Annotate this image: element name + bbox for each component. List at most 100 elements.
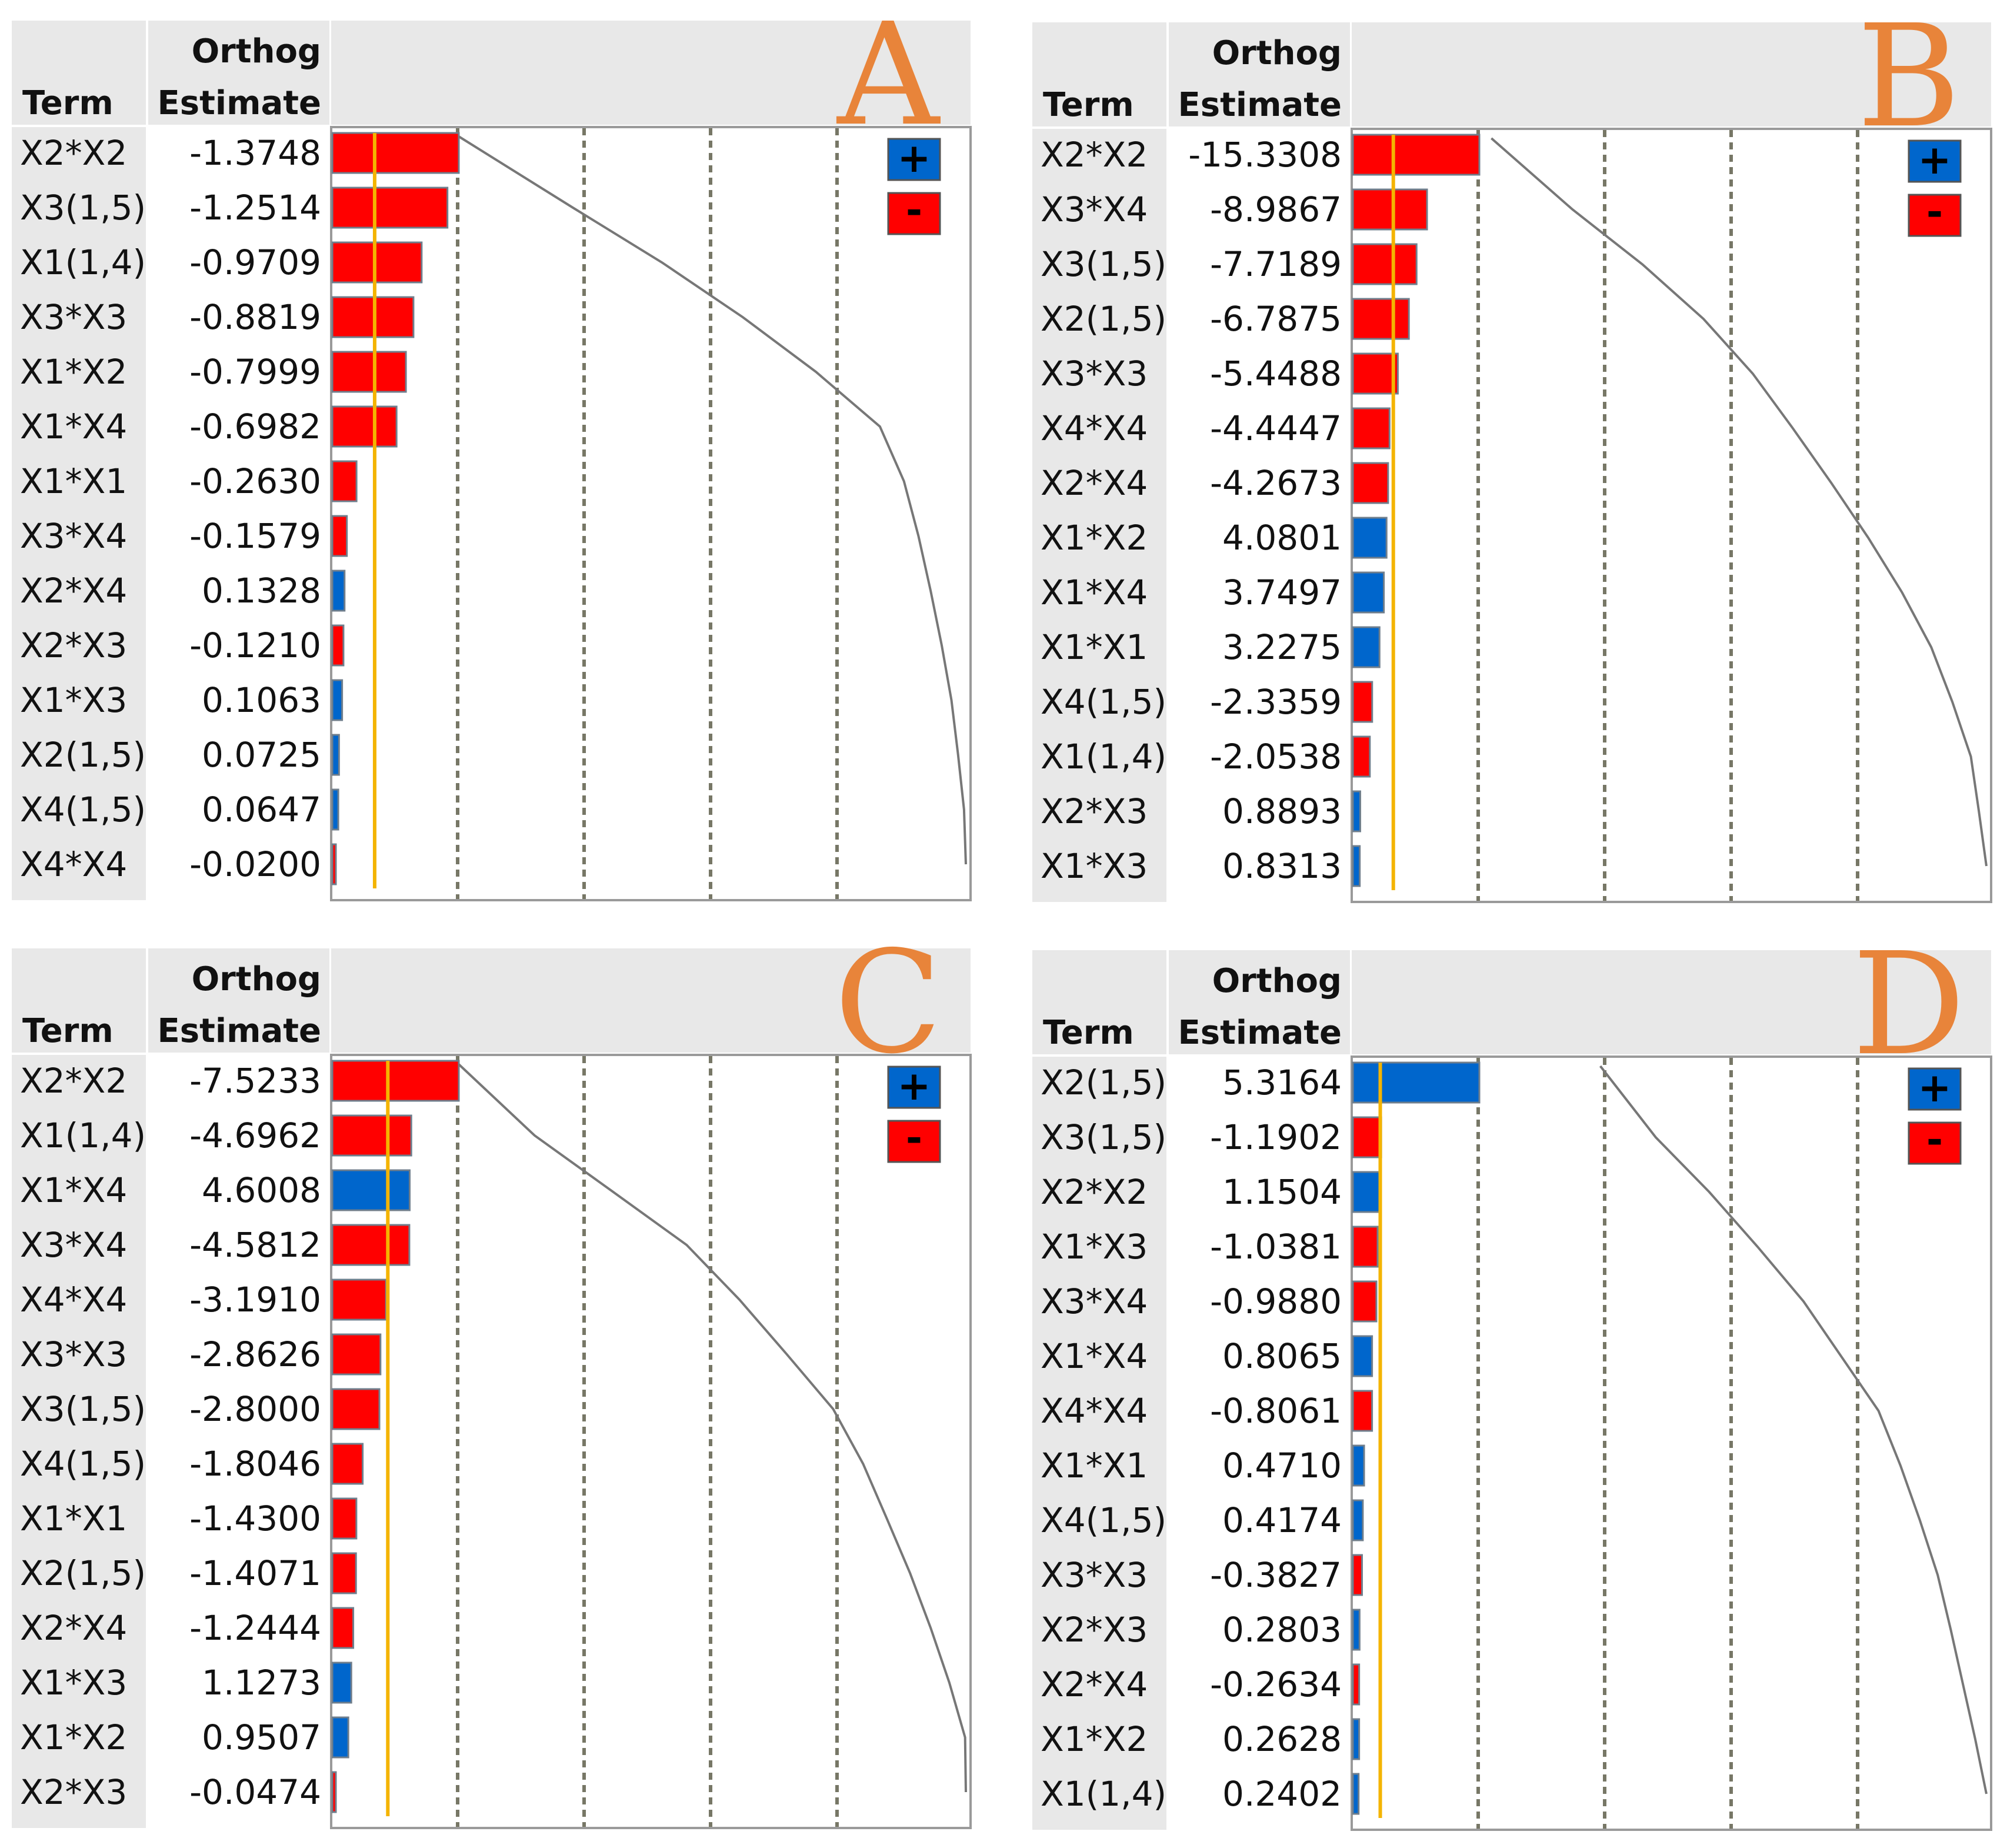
estimate-bar: [1352, 790, 1361, 833]
estimate-bar: [1352, 1554, 1363, 1596]
term-label: X2*X3: [20, 1772, 127, 1812]
estimate-label: -2.3359: [1210, 682, 1342, 722]
legend-positive-label: +: [898, 1063, 931, 1110]
estimate-bar: [331, 351, 407, 393]
term-label: X1*X1: [1041, 1446, 1148, 1486]
estimate-bar: [1352, 243, 1418, 285]
legend-positive-swatch: [1908, 1067, 1962, 1111]
term-label: X3*X3: [1041, 354, 1148, 394]
estimate-header-line2: Estimate: [1178, 86, 1342, 124]
cumulative-curve: [458, 1063, 967, 1793]
estimate-bar: [1352, 517, 1388, 559]
estimate-label: -1.3748: [189, 133, 321, 173]
term-label: X2*X3: [20, 625, 127, 665]
estimate-bar: [1352, 1226, 1379, 1268]
estimate-label: 0.8313: [1222, 846, 1342, 886]
estimate-bar: [1352, 735, 1371, 778]
estimate-header-line1: Orthog: [192, 960, 321, 998]
estimate-bar: [1352, 188, 1428, 231]
estimate-label: -1.0381: [1210, 1227, 1342, 1267]
estimate-label: -7.7189: [1210, 244, 1342, 284]
estimate-label: -4.2673: [1210, 463, 1342, 503]
estimate-header-line1: Orthog: [192, 32, 321, 71]
term-label: X3*X4: [1041, 189, 1148, 229]
header-band: [1032, 22, 1991, 126]
estimate-label: -2.8000: [189, 1389, 321, 1429]
header-separator: [1350, 22, 1352, 126]
legend-negative-label: -: [1926, 1117, 1943, 1163]
estimate-label: 0.8893: [1222, 791, 1342, 831]
term-label: X2(1,5): [1041, 299, 1166, 339]
estimate-bar: [331, 1497, 358, 1540]
term-label: X1*X4: [1041, 1336, 1148, 1376]
header-band: [1032, 950, 1991, 1054]
estimate-header-line2: Estimate: [1178, 1014, 1342, 1052]
term-column-bg: [12, 127, 146, 900]
legend-positive-swatch: [1908, 139, 1962, 183]
estimate-bar: [1352, 1061, 1481, 1104]
term-label: X2(1,5): [20, 735, 146, 775]
estimate-header-line2: Estimate: [158, 84, 321, 122]
estimate-label: -0.9709: [189, 242, 321, 282]
estimate-label: 0.2628: [1222, 1719, 1342, 1759]
legend-negative-swatch: [1908, 1121, 1962, 1165]
plot-frame: [1351, 128, 1992, 903]
legend-positive-swatch: [887, 138, 941, 181]
estimate-header-line1: Orthog: [1212, 34, 1342, 72]
term-label: X2(1,5): [1041, 1063, 1166, 1103]
estimate-label: -7.5233: [189, 1061, 321, 1101]
estimate-bar: [331, 1716, 349, 1759]
header-band: [12, 21, 971, 125]
legend-negative-label: -: [906, 187, 922, 234]
term-label: X3(1,5): [20, 1389, 146, 1429]
estimate-bar: [331, 1060, 460, 1102]
term-label: X3*X3: [1041, 1555, 1148, 1595]
estimate-bar: [331, 1443, 364, 1485]
estimate-bar: [331, 1224, 411, 1266]
term-label: X4(1,5): [20, 1444, 146, 1484]
term-label: X4*X4: [20, 1280, 127, 1320]
estimate-bar: [331, 1278, 387, 1321]
legend-positive-label: +: [898, 135, 931, 182]
plot-frame: [1351, 1055, 1992, 1831]
term-label: X2(1,5): [20, 1553, 146, 1593]
term-column-bg: [1032, 1057, 1166, 1830]
estimate-bar: [1352, 571, 1385, 614]
term-label: X1(1,4): [1041, 1774, 1166, 1814]
plot-frame: [330, 1054, 972, 1829]
estimate-bar: [331, 1169, 411, 1211]
term-label: X4*X4: [1041, 1391, 1148, 1431]
estimate-bar: [331, 187, 449, 229]
header-separator: [146, 21, 148, 125]
term-label: X1*X3: [1041, 846, 1148, 886]
term-label: X1*X3: [20, 1663, 127, 1703]
estimate-label: -0.8061: [1210, 1391, 1342, 1431]
term-label: X1*X2: [1041, 1719, 1148, 1759]
estimate-header-line1: Orthog: [1212, 962, 1342, 1000]
term-label: X3*X4: [20, 1225, 127, 1265]
estimate-label: 0.1063: [202, 680, 321, 720]
estimate-bar: [331, 679, 344, 721]
estimate-label: -0.9880: [1210, 1281, 1342, 1321]
estimate-bar: [331, 1552, 357, 1594]
estimate-bar: [1352, 1171, 1382, 1213]
legend-negative-swatch: [887, 192, 941, 235]
term-label: X4(1,5): [1041, 682, 1166, 722]
legend-negative-swatch: [887, 1120, 941, 1163]
term-label: X3(1,5): [1041, 244, 1166, 284]
estimate-bar: [1352, 845, 1361, 887]
estimate-label: 3.2275: [1222, 627, 1342, 667]
estimate-label: 0.0647: [202, 790, 321, 830]
estimate-label: -0.2630: [189, 461, 321, 501]
estimate-label: 1.1504: [1222, 1172, 1342, 1212]
estimate-label: -1.2444: [189, 1608, 321, 1648]
estimate-label: -0.7999: [189, 352, 321, 392]
estimate-bar: [331, 1114, 412, 1157]
estimate-bar: [1352, 134, 1481, 176]
estimate-bar: [331, 405, 398, 448]
estimate-bar: [1352, 1663, 1361, 1706]
estimate-label: -3.1910: [189, 1280, 321, 1320]
estimate-label: 5.3164: [1222, 1063, 1342, 1103]
